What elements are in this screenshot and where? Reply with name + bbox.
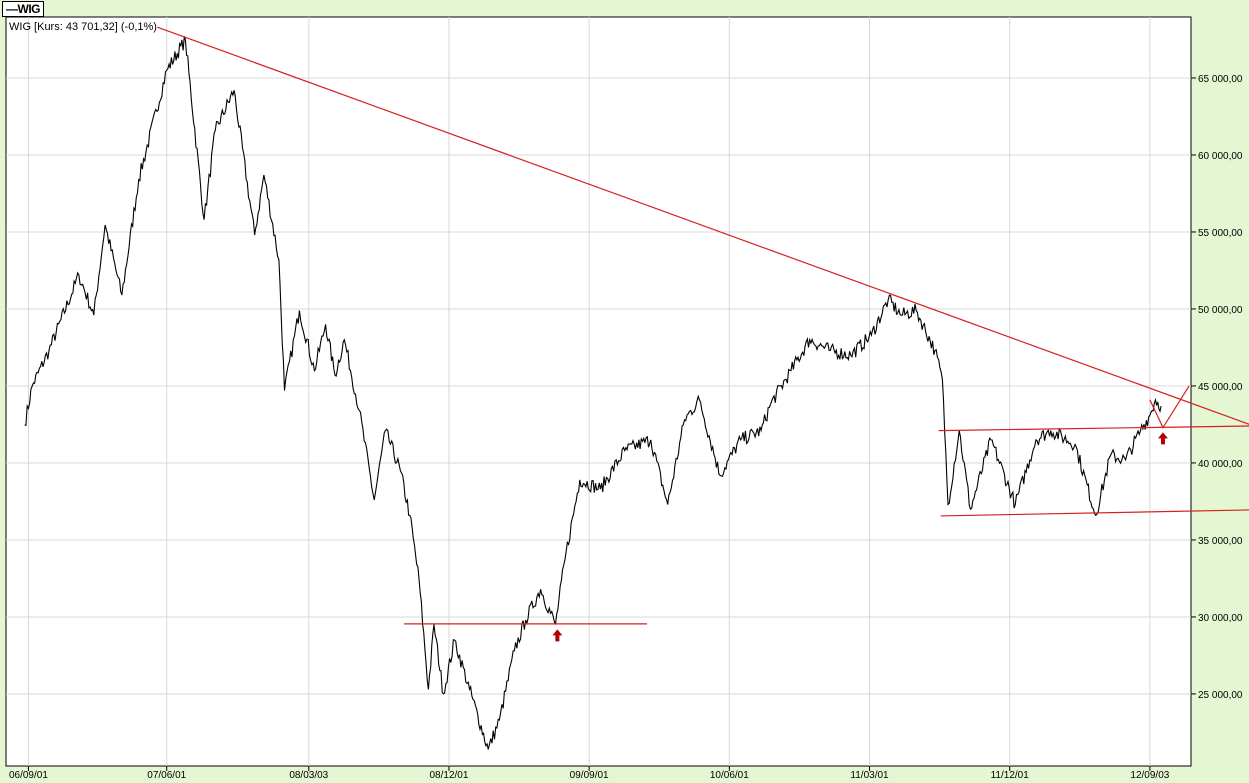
up-arrow-icon xyxy=(1157,432,1168,445)
up-arrow-icon xyxy=(552,629,563,642)
x-tick-label: 12/09/03 xyxy=(1130,770,1169,781)
y-tick-label: 65 000,00 xyxy=(1198,74,1243,85)
x-tick-label: 09/09/01 xyxy=(570,770,609,781)
x-tick-label: 07/06/01 xyxy=(147,770,186,781)
y-tick-label: 35 000,00 xyxy=(1198,536,1243,547)
series-line-wig xyxy=(24,36,1162,750)
x-tick-label: 08/03/03 xyxy=(289,770,328,781)
legend-wig[interactable]: —WIG xyxy=(2,1,44,17)
y-tick-label: 45 000,00 xyxy=(1198,382,1243,393)
channel-top-line xyxy=(938,425,1249,432)
y-tick-label: 50 000,00 xyxy=(1198,305,1243,316)
series xyxy=(24,36,1162,750)
grid xyxy=(6,17,1191,766)
y-tick-label: 55 000,00 xyxy=(1198,228,1243,239)
y-tick-label: 25 000,00 xyxy=(1198,690,1243,701)
x-tick-label: 10/06/01 xyxy=(710,770,749,781)
x-axis: 06/09/01 07/06/01 08/03/03 08/12/01 09/09/01… xyxy=(9,766,1170,781)
y-tick-label: 40 000,00 xyxy=(1198,459,1243,470)
x-tick-label: 11/12/01 xyxy=(991,770,1030,781)
y-tick-label: 60 000,00 xyxy=(1198,151,1243,162)
plot-area xyxy=(5,16,1192,767)
chart-title: WIG [Kurs: 43 701,32] (-0,1%) xyxy=(9,21,157,33)
downtrend-line xyxy=(157,26,1249,425)
y-tick-label: 30 000,00 xyxy=(1198,613,1243,624)
channel-bottom-line xyxy=(940,509,1249,517)
x-tick-label: 08/12/01 xyxy=(430,770,469,781)
y-axis: 25 000,00 30 000,00 35 000,00 40 000,00 45 0… xyxy=(1191,74,1243,701)
annotations xyxy=(157,26,1249,642)
x-tick-label: 11/03/01 xyxy=(850,770,889,781)
x-tick-label: 06/09/01 xyxy=(9,770,48,781)
projection-line xyxy=(1149,385,1190,429)
